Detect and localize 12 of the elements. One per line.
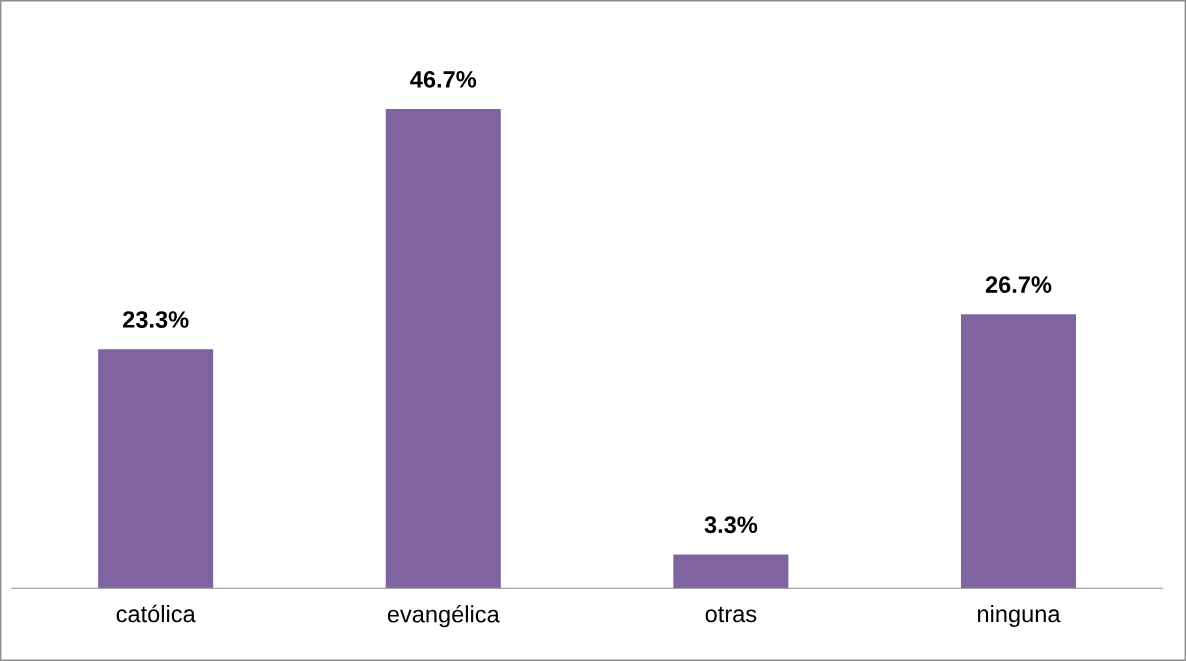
bar xyxy=(960,314,1076,589)
data-label: 3.3% xyxy=(704,516,758,534)
data-label: 46.7% xyxy=(410,71,477,88)
x-tick-label: otras xyxy=(705,606,757,623)
bar xyxy=(673,554,789,589)
data-label: 26.7% xyxy=(985,276,1052,293)
x-tick-label: católica xyxy=(116,604,196,623)
x-tick-label: ninguna xyxy=(978,604,1061,627)
x-tick-label: evangélica xyxy=(387,604,500,628)
bar xyxy=(385,109,501,589)
data-label: 23.3% xyxy=(123,311,189,328)
bar xyxy=(98,349,214,589)
